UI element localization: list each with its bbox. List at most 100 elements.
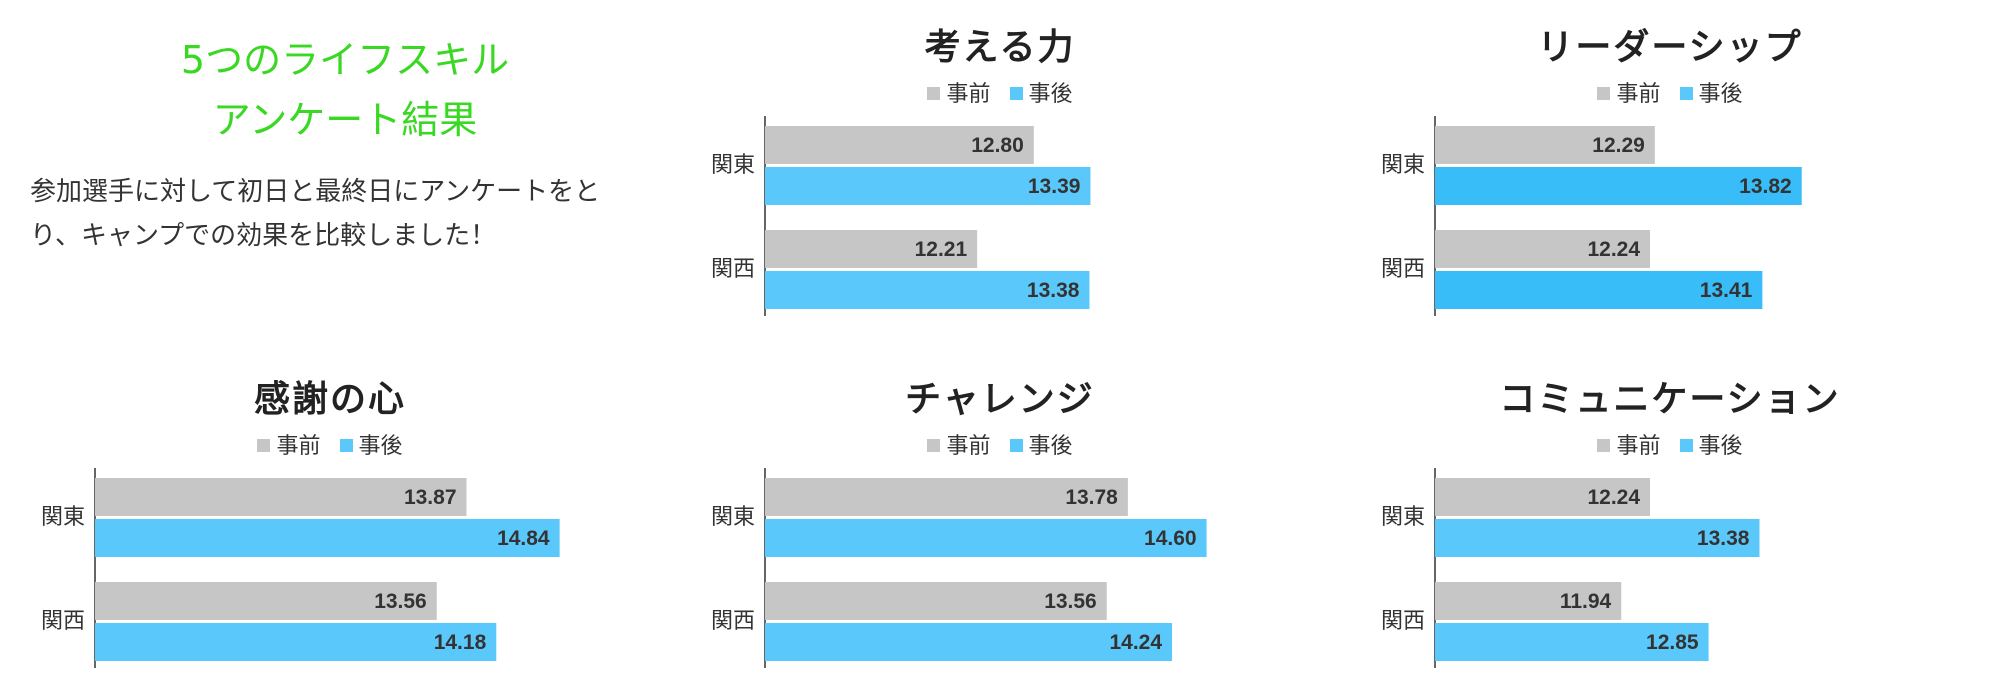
intro-title-line1: 5つのライフスキル (180, 38, 510, 82)
legend-swatch-before (257, 439, 271, 452)
legend-label-before: 事前 (946, 434, 991, 459)
legend-swatch-after (1679, 439, 1693, 452)
chart-panel-thinking: 考える力 事前 事後 関東 12.80 13.39 関西 12.21 13.38 (690, 10, 1310, 340)
data-label: 14.60 (1144, 527, 1197, 550)
legend-label-before: 事前 (1616, 82, 1661, 107)
legend-item-after: 事後 (1679, 428, 1743, 460)
chart-title: チャレンジ (905, 379, 1095, 420)
data-label: 11.94 (1560, 590, 1612, 613)
chart-title: コミュニケーション (1499, 379, 1841, 420)
chart-plot: 関東 13.87 14.84 関西 13.56 14.18 (41, 468, 560, 668)
data-label: 12.80 (971, 134, 1024, 157)
data-label: 13.41 (1700, 279, 1753, 302)
legend-label-after: 事後 (1698, 434, 1743, 459)
category-label: 関東 (1381, 505, 1425, 530)
bar-before (95, 582, 437, 620)
legend-swatch-after (339, 439, 353, 452)
legend-label-before: 事前 (946, 82, 991, 107)
legend-swatch-after (1009, 439, 1023, 452)
chart-panel-communication: コミュニケーション 事前 事後 関東 12.24 13.38 関西 11.94 12.85 (1360, 362, 1980, 692)
legend-label-after: 事後 (358, 434, 403, 459)
category-label: 関東 (1381, 153, 1425, 178)
legend-label-after: 事後 (1028, 434, 1073, 459)
data-label: 14.18 (434, 631, 487, 654)
bar-before (765, 478, 1128, 516)
data-label: 12.29 (1592, 134, 1645, 157)
data-label: 14.84 (497, 527, 550, 550)
intro-title-line2: アンケート結果 (212, 98, 478, 142)
chart-panel-gratitude: 感謝の心 事前 事後 関東 13.87 14.84 関西 13.56 14.18 (20, 362, 640, 692)
data-label: 13.87 (404, 486, 457, 509)
bar-after (1435, 271, 1763, 309)
data-label: 12.24 (1587, 486, 1640, 509)
legend-swatch-before (927, 439, 941, 452)
legend-label-before: 事前 (276, 434, 321, 459)
bar-after (765, 167, 1091, 205)
category-label: 関西 (1381, 257, 1425, 282)
data-label: 12.21 (915, 238, 968, 261)
legend-item-before: 事前 (927, 428, 991, 460)
bar-before (765, 126, 1034, 164)
category-label: 関東 (41, 505, 85, 530)
legend-swatch-before (1597, 87, 1611, 100)
intro-block: 5つのライフスキル アンケート結果 参加選手に対して初日と最終日にアンケートをと… (30, 24, 650, 258)
intro-title: 5つのライフスキル アンケート結果 (30, 30, 660, 150)
data-label: 14.24 (1109, 631, 1162, 654)
legend-swatch-before (927, 87, 941, 100)
bar-after (1435, 623, 1709, 661)
bar-before (1435, 478, 1651, 516)
bar-after (95, 519, 560, 557)
bar-before (765, 582, 1107, 620)
chart-legend: 事前 事後 (20, 428, 640, 460)
legend-item-before: 事前 (927, 76, 991, 108)
chart-panel-challenge: チャレンジ 事前 事後 関東 13.78 14.60 関西 13.56 14.24 (690, 362, 1310, 692)
legend-swatch-before (1597, 439, 1611, 452)
bar-before (95, 478, 467, 516)
category-label: 関西 (711, 257, 755, 282)
chart-plot: 関東 13.78 14.60 関西 13.56 14.24 (711, 468, 1207, 668)
legend-swatch-after (1009, 87, 1023, 100)
bar-before (765, 230, 978, 268)
chart-legend: 事前 事後 (1360, 428, 1980, 460)
legend-label-before: 事前 (1616, 434, 1661, 459)
bar-after (765, 623, 1173, 661)
chart-plot: 関東 12.24 13.38 関西 11.94 12.85 (1381, 468, 1760, 668)
chart-plot: 関東 12.29 13.82 関西 12.24 13.41 (1381, 116, 1802, 316)
bar-after (95, 623, 497, 661)
bar-before (1435, 230, 1651, 268)
chart-title: 感謝の心 (253, 379, 406, 420)
category-label: 関東 (711, 505, 755, 530)
legend-label-after: 事後 (1028, 82, 1073, 107)
intro-description: 参加選手に対して初日と最終日にアンケートをと り、キャンプでの効果を比較しました… (30, 170, 650, 258)
legend-item-before: 事前 (257, 428, 321, 460)
legend-item-after: 事後 (339, 428, 403, 460)
bar-after (1435, 519, 1760, 557)
data-label: 13.56 (1044, 590, 1097, 613)
legend-item-after: 事後 (1009, 76, 1073, 108)
bar-before (1435, 126, 1655, 164)
data-label: 13.38 (1697, 527, 1750, 550)
bar-after (765, 519, 1207, 557)
category-label: 関西 (1381, 609, 1425, 634)
legend-label-after: 事後 (1698, 82, 1743, 107)
data-label: 13.78 (1065, 486, 1118, 509)
chart-panel-leadership: リーダーシップ 事前 事後 関東 12.29 13.82 関西 12.24 13.41 (1360, 10, 1980, 340)
legend-item-before: 事前 (1597, 76, 1661, 108)
data-label: 12.85 (1646, 631, 1699, 654)
data-label: 12.24 (1587, 238, 1640, 261)
data-label: 13.82 (1739, 175, 1792, 198)
legend-item-after: 事後 (1009, 428, 1073, 460)
chart-title: リーダーシップ (1537, 27, 1803, 68)
chart-legend: 事前 事後 (1360, 76, 1980, 108)
bar-after (765, 271, 1090, 309)
data-label: 13.56 (374, 590, 427, 613)
data-label: 13.38 (1027, 279, 1080, 302)
chart-legend: 事前 事後 (690, 76, 1310, 108)
chart-title: 考える力 (924, 27, 1076, 68)
data-label: 13.39 (1028, 175, 1081, 198)
legend-item-after: 事後 (1679, 76, 1743, 108)
category-label: 関西 (711, 609, 755, 634)
chart-legend: 事前 事後 (690, 428, 1310, 460)
bar-after (1435, 167, 1802, 205)
